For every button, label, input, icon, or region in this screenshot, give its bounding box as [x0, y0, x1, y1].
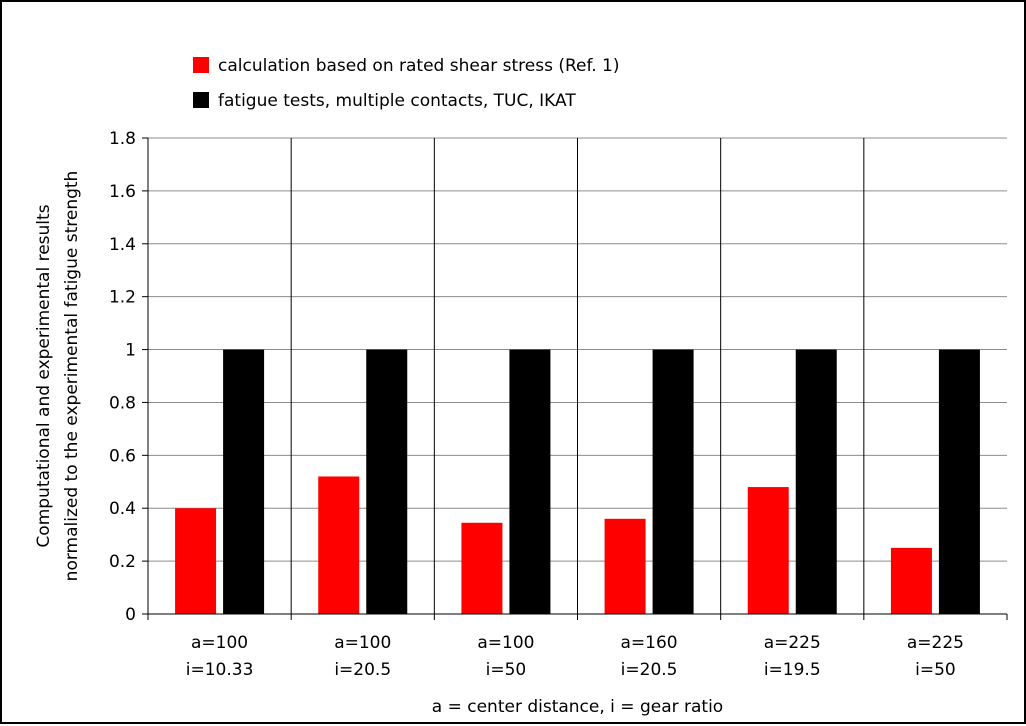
legend-swatch [193, 92, 209, 108]
bar-calculation [747, 487, 789, 614]
x-category-label: a=100 [334, 633, 391, 653]
y-tick-label: 1.2 [109, 288, 136, 308]
y-tick-label: 0.4 [109, 499, 136, 519]
legend-label: fatigue tests, multiple contacts, TUC, I… [218, 91, 576, 111]
x-category-label: i=10.33 [186, 660, 254, 680]
legend-swatch [193, 57, 209, 73]
bar-calculation [890, 547, 932, 614]
x-category-label: a=225 [764, 633, 821, 653]
legend-label: calculation based on rated shear stress … [218, 56, 620, 76]
x-category-label: i=50 [915, 660, 956, 680]
y-tick-label: 1.6 [109, 182, 136, 202]
bar-fatigue-test [223, 349, 265, 614]
x-category-label: a=100 [191, 633, 248, 653]
bar-calculation [461, 522, 503, 614]
gridlines [148, 137, 1007, 614]
bar-calculation [175, 508, 217, 614]
y-tick-label: 0.2 [109, 552, 136, 572]
bar-calculation [604, 518, 646, 614]
axes [142, 137, 1008, 620]
y-axis-title-line: Computational and experimental results [34, 204, 54, 547]
bar-fatigue-test [509, 349, 551, 614]
legend: calculation based on rated shear stress … [193, 56, 620, 111]
y-tick-label: 0.6 [109, 446, 136, 466]
y-tick-label: 1.4 [109, 235, 136, 255]
bar-fatigue-test [938, 349, 980, 614]
y-tick-label: 1 [125, 341, 136, 361]
x-category-label: i=19.5 [764, 660, 821, 680]
y-tick-label: 1.8 [109, 129, 136, 149]
bar-fatigue-test [795, 349, 837, 614]
x-category-label: a=225 [907, 633, 964, 653]
x-category-label: i=20.5 [621, 660, 678, 680]
labels: 0 0.2 0.4 0.6 0.8 1 1.2 1.4 1.6 1.8 a=100 i=10.33 a=… [34, 129, 964, 717]
x-category-label: a=100 [477, 633, 534, 653]
x-category-label: i=50 [486, 660, 527, 680]
x-category-label: i=20.5 [334, 660, 391, 680]
bar-fatigue-test [366, 349, 408, 614]
x-category-label: a=160 [621, 633, 678, 653]
y-axis-title: Computational and experimental results no… [34, 171, 82, 582]
y-tick-label: 0.8 [109, 393, 136, 413]
y-axis-title-line: normalized to the experimental fatigue s… [62, 171, 82, 582]
bar-calculation [318, 476, 360, 614]
bar-fatigue-test [652, 349, 694, 614]
bars [175, 349, 980, 614]
y-tick-label: 0 [125, 605, 136, 625]
x-axis-title: a = center distance, i = gear ratio [432, 697, 723, 717]
